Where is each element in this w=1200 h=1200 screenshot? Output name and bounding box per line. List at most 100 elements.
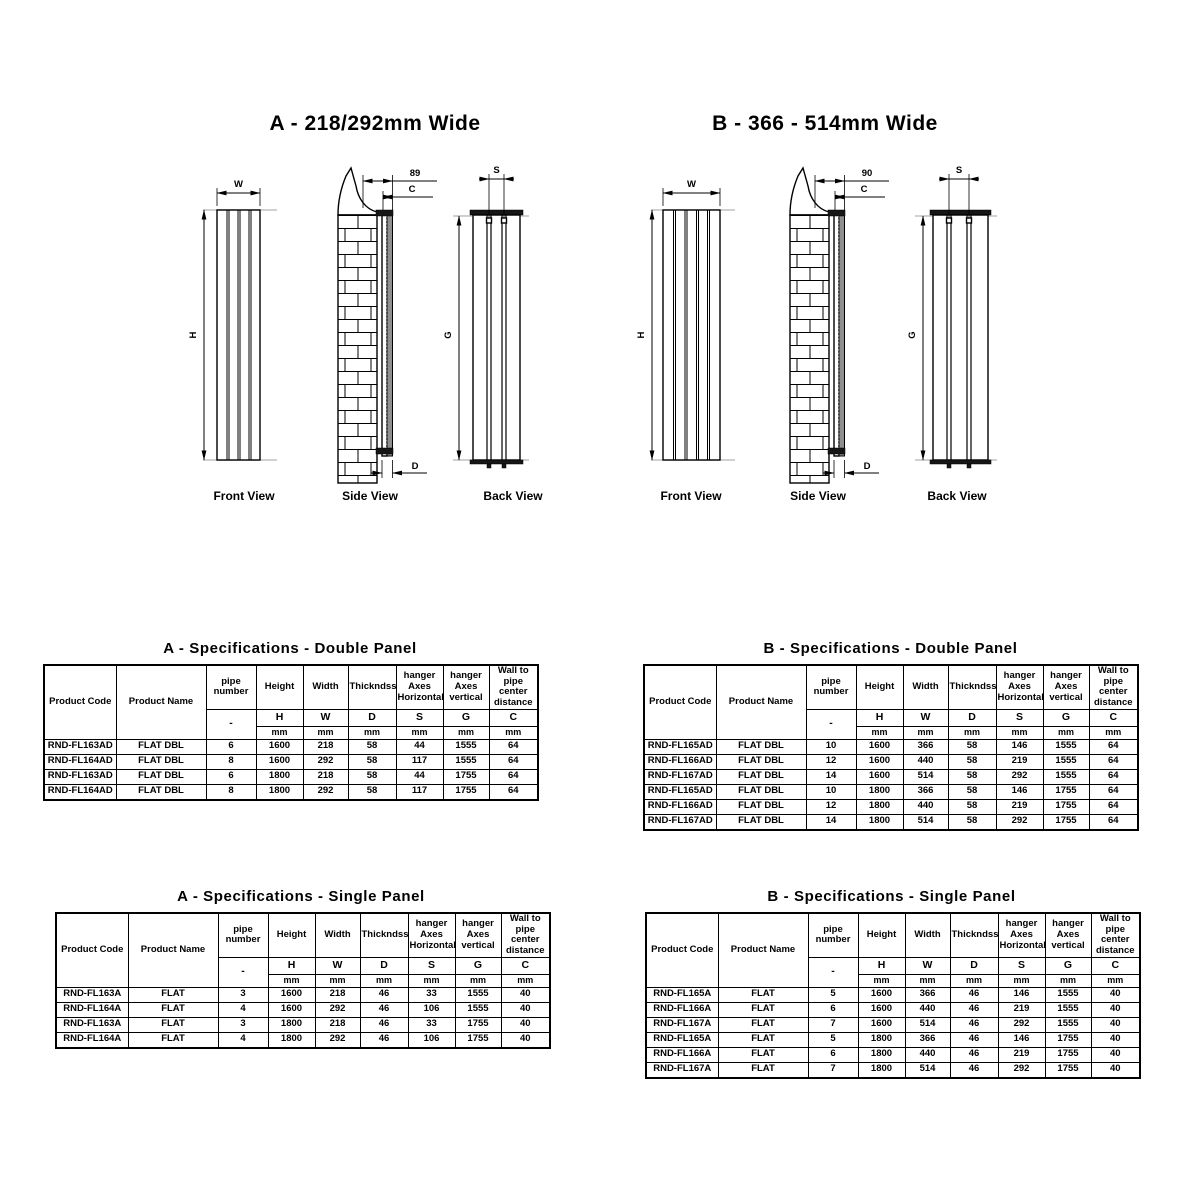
dim-label-wall-offset: 89 [410,168,421,179]
data-cell: 64 [1088,738,1139,755]
data-cell: 46 [949,1046,999,1063]
data-cell: 58 [347,768,397,785]
data-cell: 219 [997,1001,1046,1018]
data-cell: 58 [347,783,397,800]
column-symbol: S [407,956,456,975]
dimension-h: H [188,209,207,461]
spec-table-grid: Product Code Product Name pipe number Heigh… [643,664,1139,831]
column-symbol: W [302,708,349,727]
column-symbol: D [949,956,999,975]
spec-table-grid: Product Code Product Name pipe number Heigh… [645,912,1141,1079]
table-row: RND-FL165A FLAT 5 1800 366 46 146 1755 40 [645,1031,1141,1048]
data-cell: 440 [904,1001,951,1018]
data-cell: 106 [407,1031,456,1048]
data-cell: 10 [805,783,857,800]
data-cell: FLAT [127,986,219,1003]
table-row: RND-FL165AD FLAT DBL 10 1600 366 58 146 1555 64 [643,738,1139,755]
data-cell: 46 [359,1001,409,1018]
back-view-drawing: S G Back View [443,165,543,503]
data-cell: 1800 [255,768,304,785]
data-cell: 58 [947,798,997,815]
dimension-w: W [662,179,721,206]
data-cell: 366 [904,986,951,1003]
table-row: RND-FL163AD FLAT DBL 6 1600 218 58 44 1555 64 [43,738,539,755]
data-cell: RND-FL167AD [643,768,717,785]
data-cell: 1555 [1044,986,1092,1003]
data-cell: RND-FL163AD [43,768,117,785]
data-cell: 64 [1088,813,1139,830]
data-cell: RND-FL166A [645,1001,719,1018]
back-panel-lines [486,215,507,460]
wall-break-cap [789,166,830,216]
data-cell: 1555 [1042,738,1090,755]
dimension-s: S [939,165,979,218]
data-cell: 64 [1088,768,1139,785]
data-cell: 40 [1090,986,1141,1003]
front-view-drawing: W H Front View [188,179,277,503]
data-cell: 46 [359,1031,409,1048]
column-symbol: H [855,708,904,727]
column-symbol: H [857,956,906,975]
data-cell: 1600 [255,738,304,755]
data-cell: FLAT DBL [115,768,207,785]
dimension-g: G [443,215,462,461]
data-cell: 40 [500,1016,551,1033]
table-row: RND-FL165A FLAT 5 1600 366 46 146 1555 40 [645,986,1141,1003]
side-view-drawing: 90 C D Side View [789,166,889,503]
dim-label-h: H [636,331,647,338]
spec-table-b-single: B - Specifications - Single Panel Produc… [645,888,1141,1079]
radiator-side-profile [375,209,394,457]
data-cell: 292 [314,1031,361,1048]
data-cell: 514 [902,813,949,830]
data-cell: 1755 [1042,783,1090,800]
column-symbol: - [217,956,269,988]
spec-table-title: A - Specifications - Single Panel [177,888,425,905]
dim-label-c: C [861,184,868,195]
data-cell: 366 [902,738,949,755]
dim-label-g: G [907,331,918,338]
column-header: Width [902,664,949,710]
column-symbol: H [267,956,316,975]
data-cell: 1755 [442,783,490,800]
data-cell: FLAT [127,1001,219,1018]
spec-table-title: A - Specifications - Double Panel [163,640,417,657]
data-cell: 1555 [1044,1016,1092,1033]
column-header: Wall to pipe center distance [1088,664,1139,710]
column-header: hanger Axes Horizontal [995,664,1044,710]
data-cell: RND-FL163A [55,1016,129,1033]
column-header: Width [904,912,951,958]
table-row: RND-FL166AD FLAT DBL 12 1800 440 58 219 1755 64 [643,798,1139,815]
column-unit: mm [500,973,551,988]
dim-label-h: H [188,331,199,338]
column-header: pipe number [217,912,269,958]
column-symbol: W [904,956,951,975]
data-cell: 219 [995,798,1044,815]
column-unit: mm [347,725,397,740]
data-cell: 6 [807,1046,859,1063]
spec-table-b-double: B - Specifications - Double Panel Produc… [643,640,1139,831]
data-cell: 14 [805,813,857,830]
data-cell: 292 [995,768,1044,785]
data-cell: FLAT [717,1046,809,1063]
column-unit: mm [902,725,949,740]
column-header: hanger Axes vertical [442,664,490,710]
data-cell: 64 [488,738,539,755]
spec-table-title: B - Specifications - Double Panel [763,640,1018,657]
hanger-bracket-right [500,217,508,224]
data-cell: 219 [997,1046,1046,1063]
column-header: Product Name [717,912,809,988]
brick-wall [337,214,378,484]
data-cell: 1800 [857,1031,906,1048]
data-cell: RND-FL164A [55,1031,129,1048]
column-unit: mm [997,973,1046,988]
data-cell: 40 [1090,1016,1141,1033]
table-row: RND-FL163A FLAT 3 1800 218 46 33 1755 40 [55,1016,551,1033]
data-cell: 1755 [1042,798,1090,815]
column-header: Wall to pipe center distance [1090,912,1141,958]
column-unit: mm [1088,725,1139,740]
data-cell: 64 [488,768,539,785]
data-cell: FLAT [717,1016,809,1033]
data-cell: 8 [205,753,257,770]
pipe-connection-right [966,463,972,469]
